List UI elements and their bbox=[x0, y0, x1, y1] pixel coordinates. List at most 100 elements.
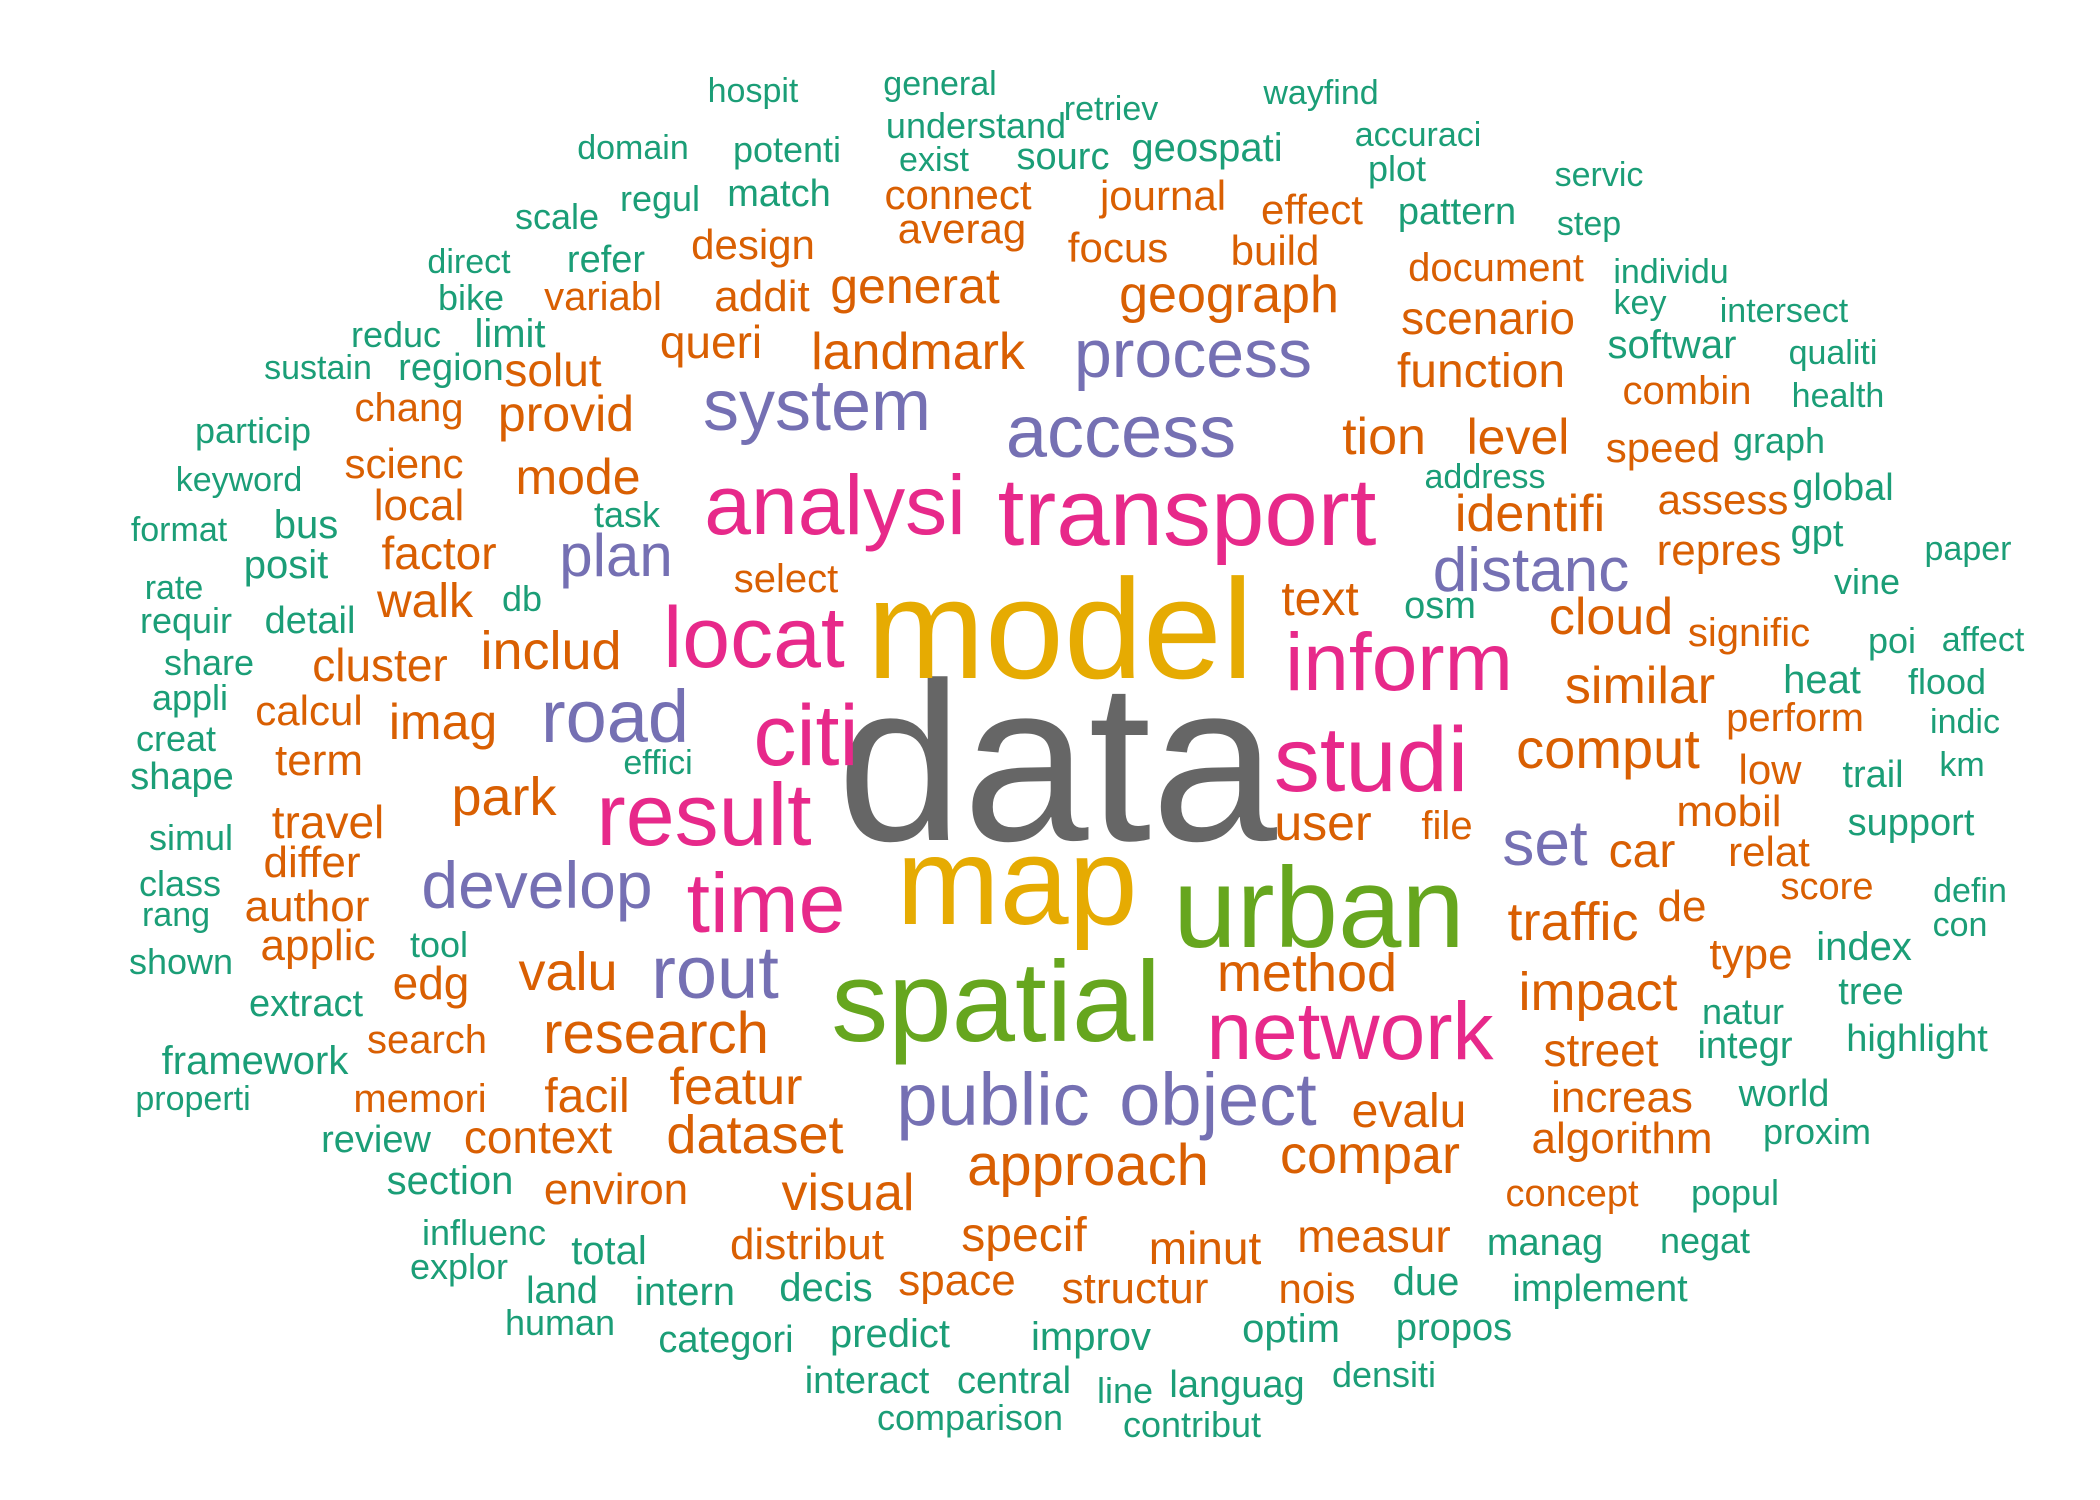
word-particip: particip bbox=[194, 410, 312, 451]
word-approach: approach bbox=[967, 1133, 1209, 1198]
word-focus: focus bbox=[1067, 224, 1169, 271]
word-perform: perform bbox=[1726, 696, 1864, 740]
word-defin: defin bbox=[1933, 872, 2007, 910]
word-categori: categori bbox=[658, 1319, 794, 1361]
word-set: set bbox=[1502, 807, 1588, 879]
word-edg: edg bbox=[392, 957, 470, 1009]
word-result: result bbox=[596, 765, 812, 864]
word-index: index bbox=[1816, 925, 1912, 969]
word-type: type bbox=[1709, 930, 1793, 979]
word-cluster: cluster bbox=[312, 639, 448, 691]
word-region: region bbox=[398, 347, 504, 389]
word-extract: extract bbox=[248, 983, 364, 1025]
word-poi: poi bbox=[1867, 620, 1917, 661]
word-qualiti: qualiti bbox=[1788, 334, 1878, 372]
word-potenti: potenti bbox=[732, 129, 842, 170]
word-function: function bbox=[1396, 345, 1566, 398]
word-contribut: contribut bbox=[1122, 1404, 1262, 1445]
word-geograph: geograph bbox=[1119, 266, 1339, 324]
word-mobil: mobil bbox=[1676, 787, 1782, 836]
word-understand: understand bbox=[885, 105, 1067, 146]
word-regul: regul bbox=[619, 178, 701, 219]
word-impact: impact bbox=[1518, 962, 1678, 1022]
word-compar: compar bbox=[1279, 1125, 1461, 1185]
word-signific: signific bbox=[1687, 611, 1811, 655]
word-identifi: identifi bbox=[1454, 485, 1606, 543]
word-servic: servic bbox=[1554, 156, 1644, 194]
word-studi: studi bbox=[1273, 709, 1469, 811]
word-connect: connect bbox=[884, 171, 1032, 218]
word-speed: speed bbox=[1605, 424, 1721, 471]
word-implement: implement bbox=[1512, 1268, 1688, 1310]
word-comput: comput bbox=[1516, 717, 1700, 780]
word-class: class bbox=[138, 863, 222, 904]
word-design: design bbox=[691, 221, 815, 268]
word-sourc: sourc bbox=[1016, 136, 1110, 178]
word-assess: assess bbox=[1657, 476, 1789, 523]
word-facil: facil bbox=[544, 1070, 630, 1123]
word-analysi: analysi bbox=[704, 458, 966, 552]
word-reduc: reduc bbox=[350, 314, 442, 355]
word-predict: predict bbox=[829, 1312, 951, 1356]
word-bus: bus bbox=[273, 503, 339, 547]
word-trail: trail bbox=[1842, 754, 1904, 796]
word-requir: requir bbox=[139, 600, 233, 641]
word-memori: memori bbox=[353, 1077, 487, 1121]
word-increas: increas bbox=[1551, 1073, 1693, 1122]
word-text: text bbox=[1281, 573, 1359, 626]
word-plot: plot bbox=[1367, 148, 1427, 189]
word-graph: graph bbox=[1732, 420, 1826, 461]
word-total: total bbox=[571, 1229, 647, 1273]
word-map: map bbox=[896, 813, 1138, 951]
word-manag: manag bbox=[1486, 1222, 1604, 1264]
word-densiti: densiti bbox=[1331, 1354, 1437, 1395]
word-con: con bbox=[1932, 906, 1988, 944]
word-wayfind: wayfind bbox=[1263, 74, 1379, 112]
word-effect: effect bbox=[1261, 186, 1363, 233]
word-level: level bbox=[1466, 409, 1570, 465]
word-support: support bbox=[1847, 802, 1975, 844]
word-general: general bbox=[883, 65, 997, 103]
word-plan: plan bbox=[559, 522, 673, 589]
word-user: user bbox=[1274, 795, 1372, 851]
word-improv: improv bbox=[1030, 1315, 1152, 1359]
word-task: task bbox=[593, 494, 661, 535]
word-research: research bbox=[543, 1001, 769, 1066]
word-refer: refer bbox=[566, 239, 646, 281]
word-model: model bbox=[866, 550, 1254, 709]
word-relat: relat bbox=[1728, 828, 1810, 875]
word-bike: bike bbox=[437, 277, 505, 318]
word-queri: queri bbox=[659, 316, 763, 368]
word-transport: transport bbox=[997, 459, 1377, 566]
word-distanc: distanc bbox=[1432, 536, 1630, 605]
word-share: share bbox=[163, 642, 255, 683]
word-access: access bbox=[1005, 390, 1237, 473]
word-world: world bbox=[1738, 1073, 1830, 1115]
word-land: land bbox=[526, 1270, 598, 1312]
word-differ: differ bbox=[263, 838, 361, 887]
word-explor: explor bbox=[409, 1246, 509, 1287]
word-walk: walk bbox=[376, 575, 474, 628]
word-appli: appli bbox=[151, 677, 229, 718]
word-key: key bbox=[1613, 284, 1667, 322]
word-format: format bbox=[130, 511, 228, 549]
word-develop: develop bbox=[421, 848, 653, 922]
word-effici: effici bbox=[623, 744, 693, 782]
word-imag: imag bbox=[388, 694, 498, 750]
word-public: public bbox=[896, 1058, 1090, 1141]
word-intern: intern bbox=[634, 1270, 736, 1314]
word-review: review bbox=[321, 1119, 431, 1161]
word-generat: generat bbox=[830, 258, 1000, 314]
word-park: park bbox=[451, 767, 557, 827]
word-repres: repres bbox=[1656, 526, 1782, 575]
word-detail: detail bbox=[264, 600, 356, 642]
word-accuraci: accuraci bbox=[1354, 116, 1482, 154]
word-match: match bbox=[727, 173, 831, 215]
word-creat: creat bbox=[135, 718, 217, 759]
word-de: de bbox=[1657, 882, 1707, 931]
word-influenc: influenc bbox=[421, 1212, 547, 1253]
word-averag: averag bbox=[897, 205, 1027, 252]
word-traffic: traffic bbox=[1507, 892, 1639, 952]
word-time: time bbox=[686, 856, 846, 950]
